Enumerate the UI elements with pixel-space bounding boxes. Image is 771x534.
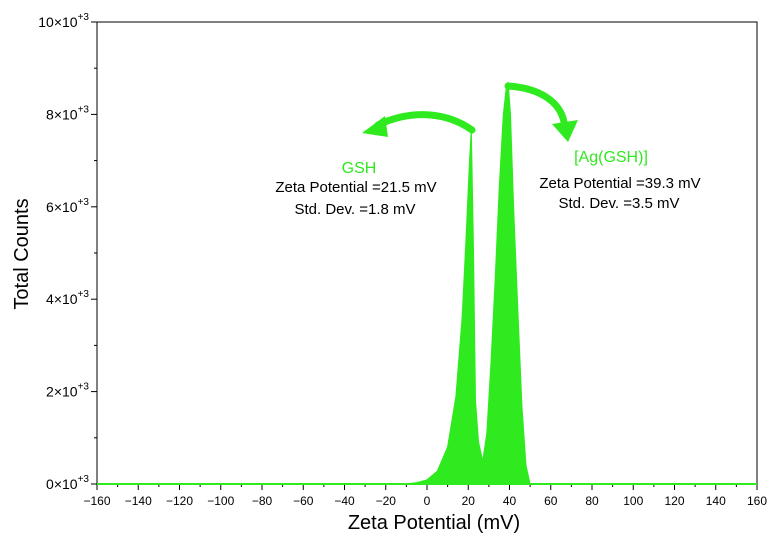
arrowhead-left xyxy=(362,116,388,137)
y-tick-label: 8×10+3 xyxy=(46,104,89,122)
axes-layer: −160 −140 −120 −100 −80 −60 −40 −20 0 20 40 60 80 100… xyxy=(38,12,767,508)
plot-frame xyxy=(96,21,758,485)
x-tick-label: −20 xyxy=(376,494,397,508)
annotation-gsh-title: GSH xyxy=(342,160,377,177)
y-tick-label: 6×10+3 xyxy=(46,197,89,215)
y-tick-label: 2×10+3 xyxy=(46,382,89,400)
y-tick-label: 0×10+3 xyxy=(46,474,89,492)
x-tick-label: 160 xyxy=(747,494,767,508)
y-tick-label: 10×10+3 xyxy=(38,12,89,30)
plot-layer xyxy=(97,81,757,485)
arrowhead-right xyxy=(552,120,578,142)
x-tick-label: 60 xyxy=(544,494,558,508)
annotation-ag-zeta: Zeta Potential =39.3 mV xyxy=(539,175,700,192)
curved-arrow-right xyxy=(504,82,568,126)
annotation-ag-title: [Ag(GSH)] xyxy=(574,149,648,166)
x-tick-label: 0 xyxy=(424,494,431,508)
x-tick-label: 140 xyxy=(706,494,726,508)
distribution-area-0 xyxy=(97,81,757,485)
x-tick-label: −140 xyxy=(125,494,152,508)
x-axis-label: Zeta Potential (mV) xyxy=(348,512,520,534)
x-tick-label: −80 xyxy=(252,494,273,508)
x-tick-label: −100 xyxy=(207,494,234,508)
x-tick-label: 20 xyxy=(462,494,476,508)
x-tick-label: −60 xyxy=(293,494,314,508)
x-tick-label: 120 xyxy=(664,494,684,508)
x-tick-label: 40 xyxy=(503,494,517,508)
annotation-gsh-zeta: Zeta Potential =21.5 mV xyxy=(275,179,436,196)
x-tick-label: 100 xyxy=(623,494,643,508)
x-tick-label: −120 xyxy=(166,494,193,508)
curved-arrow-left xyxy=(374,111,476,134)
x-tick-label: −160 xyxy=(83,494,110,508)
annotation-gsh-stddev: Std. Dev. =1.8 mV xyxy=(294,201,415,218)
annotation-layer: GSH Zeta Potential =21.5 mV Std. Dev. =1… xyxy=(275,82,701,218)
y-axis-label: Total Counts xyxy=(11,198,33,309)
x-tick-label: −40 xyxy=(334,494,355,508)
annotation-ag-stddev: Std. Dev. =3.5 mV xyxy=(558,195,679,212)
x-tick-label: 80 xyxy=(585,494,599,508)
y-tick-label: 4×10+3 xyxy=(46,289,89,307)
